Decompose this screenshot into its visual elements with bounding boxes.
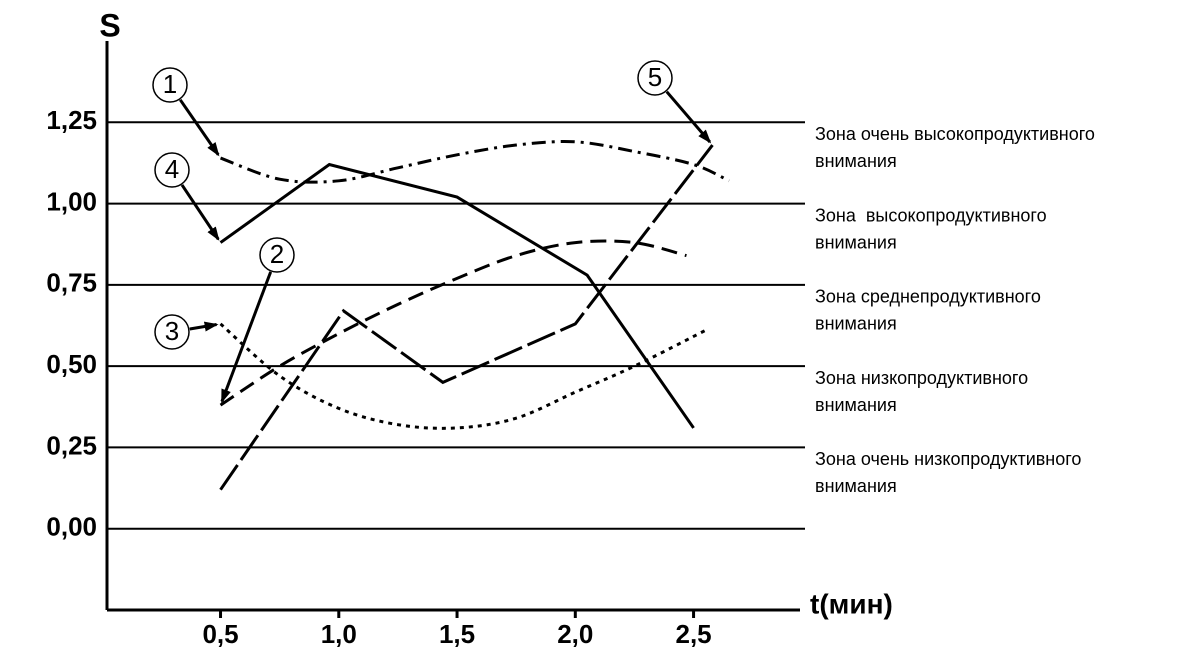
label-circle — [259, 237, 295, 273]
x-tick-label: 2,5 — [675, 619, 711, 649]
zone-label: Зона среднепродуктивного — [815, 287, 1041, 307]
x-tick-label: 2,0 — [557, 619, 593, 649]
zone-label: внимания — [815, 395, 897, 415]
zone-label: внимания — [815, 476, 897, 496]
x-tick-label: 0,5 — [202, 619, 238, 649]
series-label: 5 — [648, 62, 662, 92]
zone-label: внимания — [815, 151, 897, 171]
y-tick-label: 1,25 — [46, 105, 97, 135]
series-line — [219, 239, 687, 407]
label-arrow — [220, 271, 273, 404]
series-label: 1 — [163, 69, 177, 99]
label-circle — [154, 314, 190, 350]
y-tick-label: 0,75 — [46, 268, 97, 298]
x-axis-title: t(мин) — [810, 588, 893, 619]
zone-label: Зона высокопродуктивного — [815, 205, 1047, 225]
series-label: 3 — [165, 316, 179, 346]
series-line — [219, 162, 695, 429]
y-tick-label: 0,00 — [46, 512, 97, 542]
zone-label: Зона низкопродуктивного — [815, 368, 1028, 388]
zone-label: Зона очень низкопродуктивного — [815, 449, 1081, 469]
x-tick-label: 1,0 — [321, 619, 357, 649]
zone-label: внимания — [815, 232, 897, 252]
label-circle — [154, 152, 190, 188]
zone-label: внимания — [815, 314, 897, 334]
series-label: 4 — [165, 154, 179, 184]
y-tick-label: 0,25 — [46, 430, 97, 460]
x-tick-label: 1,5 — [439, 619, 475, 649]
series-line — [220, 140, 730, 184]
label-arrow — [179, 98, 220, 157]
label-arrow — [665, 90, 712, 144]
label-arrow — [180, 184, 220, 241]
zone-label: Зона очень высокопродуктивного — [815, 124, 1095, 144]
y-axis-title: S — [99, 7, 120, 43]
label-arrow — [189, 321, 219, 332]
series-label: 2 — [270, 239, 284, 269]
label-circle — [637, 60, 673, 96]
series-line — [219, 144, 714, 491]
label-circle — [152, 67, 188, 103]
y-tick-label: 1,00 — [46, 186, 97, 216]
y-tick-label: 0,50 — [46, 349, 97, 379]
